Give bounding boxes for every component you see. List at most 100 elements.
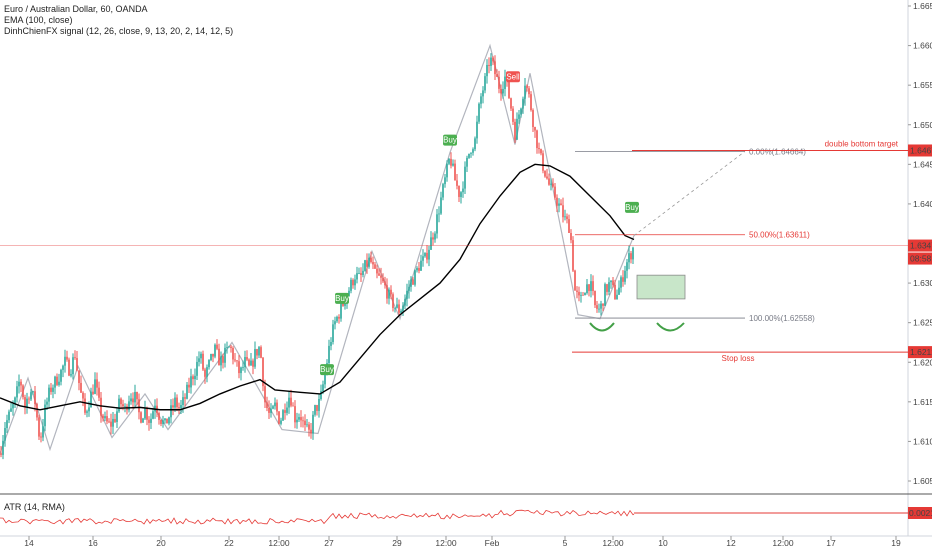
candle-body [152, 411, 154, 419]
candle-body [8, 411, 10, 421]
candle-body [178, 407, 180, 409]
candle-body [620, 277, 622, 288]
signal-label: Sell [506, 72, 520, 81]
candle-body [208, 360, 210, 368]
candle-body [600, 303, 602, 309]
symbol-label[interactable]: Euro / Australian Dollar, 60, OANDA [4, 4, 148, 14]
candle-body [350, 279, 352, 291]
candle-body [550, 183, 552, 185]
candle-body [626, 262, 628, 271]
countdown-tag[interactable]: 08:58 [910, 254, 932, 264]
candle-body [362, 270, 364, 275]
candle-body [20, 381, 22, 386]
candle-body [580, 294, 582, 296]
target-price-tag[interactable]: 1.64675 [910, 145, 932, 155]
signal-badge [443, 134, 457, 146]
buy-signal[interactable]: Buy [335, 292, 349, 304]
candle-body [26, 398, 28, 407]
target-label: double bottom target [825, 139, 899, 148]
candle-body [332, 324, 334, 342]
candle-body [118, 398, 120, 412]
sell-signal[interactable]: Sell [506, 71, 520, 83]
signal-label: Buy [320, 365, 334, 374]
buy-signal[interactable]: Buy [320, 364, 334, 376]
candle-body [4, 428, 6, 441]
candle-body [476, 121, 478, 139]
candle-body [48, 387, 50, 402]
signal-badge [625, 201, 639, 213]
candle-body [446, 163, 448, 178]
ema-line [0, 163, 635, 411]
candle-body [438, 213, 440, 215]
candle-body [16, 386, 18, 398]
candle-body [408, 286, 410, 291]
candle-body [272, 406, 274, 409]
price-pane[interactable]: 0.00%(1.64664) 50.00%(1.63611) 100.00%(1.6… [0, 43, 908, 460]
candle-body [34, 391, 36, 405]
atr-legend[interactable]: ATR (14, RMA) [4, 502, 65, 512]
buy-signal[interactable]: Buy [443, 134, 457, 146]
candle-body [452, 163, 454, 166]
candle-body [520, 108, 522, 115]
fib-level-label: 50.00%(1.63611) [749, 231, 810, 240]
price-axis[interactable]: 1.66500 1.66000 1.65500 1.65000 1.64500 1.640… [908, 1, 932, 486]
candle-body [570, 233, 572, 241]
stop-loss-price-tag-bg [908, 346, 932, 359]
candle-body [300, 417, 302, 421]
candle-body [206, 367, 208, 377]
candle-body [82, 392, 84, 399]
atr-line [0, 509, 635, 525]
candle-body [76, 358, 78, 371]
ema-label[interactable]: EMA (100, close) [4, 15, 73, 25]
candle-body [236, 360, 238, 362]
buy-signal[interactable]: Buy [625, 201, 639, 213]
signal-indicator-label[interactable]: DinhChienFX signal (12, 26, close, 9, 13… [4, 26, 234, 36]
candle-body [278, 411, 280, 424]
candle-body [128, 401, 130, 411]
price-tick-label: 1.66500 [913, 1, 932, 11]
time-tick-label: 27 [324, 538, 334, 548]
time-tick-label: 12:00 [435, 538, 457, 548]
stop-loss-price-tag[interactable]: 1.62128 [910, 347, 932, 357]
bottom-arc-left [589, 322, 615, 332]
candle-body [90, 391, 92, 408]
candle-body [502, 88, 504, 94]
candle-body [138, 399, 140, 413]
candle-body [112, 418, 114, 427]
candle-body [84, 398, 86, 413]
candle-body [610, 280, 612, 283]
candle-body [522, 98, 524, 109]
candle-body [62, 365, 64, 370]
candle-body [256, 349, 258, 356]
candle-body [478, 103, 480, 122]
time-axis[interactable]: 14 16 20 22 12:00 27 29 12:00 Feb 5 12:00 10 12 12:00… [24, 536, 901, 548]
candle-body [52, 387, 54, 392]
time-tick-label: 19 [891, 538, 901, 548]
candle-body [294, 406, 296, 423]
candle-body [364, 260, 366, 271]
candle-body [142, 418, 144, 423]
candle-body [574, 270, 576, 291]
candle-body [254, 349, 256, 367]
candle-body [36, 404, 38, 418]
candle-body [374, 264, 376, 269]
current-price-tag[interactable]: 1.63474 [910, 241, 932, 251]
candle-body [176, 397, 178, 408]
signal-label: Buy [625, 203, 639, 212]
price-tick-label: 1.61000 [913, 436, 932, 446]
candle-body [308, 424, 310, 430]
candle-body [604, 284, 606, 306]
candle-body [216, 344, 218, 349]
time-tick-label: 29 [392, 538, 402, 548]
candle-body [274, 402, 276, 407]
candle-body [292, 405, 294, 407]
candle-body [462, 188, 464, 193]
candle-body [412, 279, 414, 285]
candle-body [586, 284, 588, 293]
candle-body [114, 418, 116, 422]
candle-body [372, 262, 374, 265]
candle-body [68, 359, 70, 376]
candle-body [632, 247, 634, 260]
candle-body [288, 397, 290, 408]
